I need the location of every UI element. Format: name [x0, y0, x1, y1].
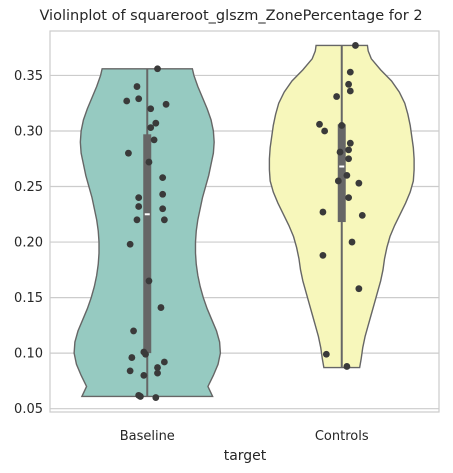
data-point	[345, 80, 352, 88]
data-point	[145, 277, 153, 285]
data-point	[346, 87, 354, 95]
data-point	[147, 124, 155, 132]
iqr-box-baseline	[143, 134, 152, 354]
data-point	[345, 155, 352, 163]
data-point	[152, 394, 160, 401]
data-point	[162, 100, 170, 108]
data-point	[145, 158, 153, 166]
data-point	[333, 93, 341, 100]
data-point	[135, 194, 143, 202]
data-point	[355, 179, 363, 187]
data-point	[135, 203, 143, 210]
data-point	[160, 358, 168, 366]
data-point	[135, 95, 143, 103]
inner-boxes	[143, 45, 346, 397]
data-point	[346, 68, 354, 76]
data-point	[160, 216, 168, 224]
data-point	[123, 97, 131, 105]
data-point	[159, 190, 167, 198]
data-point	[321, 127, 329, 135]
data-point	[343, 363, 351, 370]
x-tick-label-controls: Controls	[315, 429, 369, 444]
data-point	[159, 174, 167, 182]
iqr-box-controls	[337, 124, 346, 223]
data-point	[345, 146, 352, 154]
chart-title: Violinplot of squareroot_glszm_ZonePerce…	[39, 8, 422, 24]
y-tick-label: 0.35	[14, 69, 43, 84]
data-point	[348, 238, 356, 246]
data-point	[316, 120, 323, 128]
plot-frame	[49, 30, 440, 413]
data-point	[125, 149, 132, 157]
y-tick-label: 0.05	[14, 402, 43, 417]
data-point	[130, 327, 137, 335]
y-tick-label: 0.30	[14, 124, 43, 139]
data-point	[358, 211, 366, 219]
data-point	[147, 105, 155, 113]
x-tick-label-baseline: Baseline	[120, 429, 175, 444]
data-point	[126, 367, 134, 375]
data-point	[345, 194, 352, 202]
data-point	[133, 83, 141, 90]
y-tick-label: 0.15	[14, 291, 43, 306]
data-point	[343, 172, 351, 179]
data-point	[336, 148, 344, 156]
data-point	[346, 139, 354, 147]
data-point	[152, 119, 160, 127]
data-point	[128, 354, 136, 361]
y-tick-label: 0.10	[14, 347, 43, 362]
y-tick-label: 0.20	[14, 236, 43, 251]
median-marker-baseline	[144, 213, 150, 216]
strip-points	[123, 42, 366, 401]
data-point	[355, 285, 363, 293]
data-point	[334, 177, 342, 185]
data-point	[126, 240, 134, 248]
x-axis-label: target	[224, 448, 267, 464]
x-axis-ticks: Baseline Controls	[120, 429, 369, 444]
data-point	[159, 205, 167, 213]
data-point	[338, 122, 346, 129]
data-point	[352, 42, 359, 49]
y-axis-ticks: 0.05 0.10 0.15 0.20 0.25 0.30 0.35	[14, 69, 43, 417]
data-point	[150, 136, 158, 144]
data-point	[154, 364, 161, 371]
data-point	[154, 369, 161, 377]
data-point	[157, 304, 165, 311]
data-point	[133, 216, 141, 224]
data-point	[142, 350, 149, 358]
data-point	[140, 371, 148, 379]
data-point	[319, 251, 327, 259]
data-point	[322, 350, 330, 358]
median-marker-controls	[339, 165, 345, 168]
data-point	[154, 65, 161, 73]
data-point	[319, 208, 327, 216]
data-point	[137, 393, 144, 400]
y-tick-label: 0.25	[14, 180, 43, 195]
